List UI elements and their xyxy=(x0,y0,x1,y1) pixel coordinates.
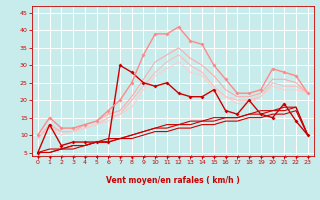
X-axis label: Vent moyen/en rafales ( km/h ): Vent moyen/en rafales ( km/h ) xyxy=(106,176,240,185)
